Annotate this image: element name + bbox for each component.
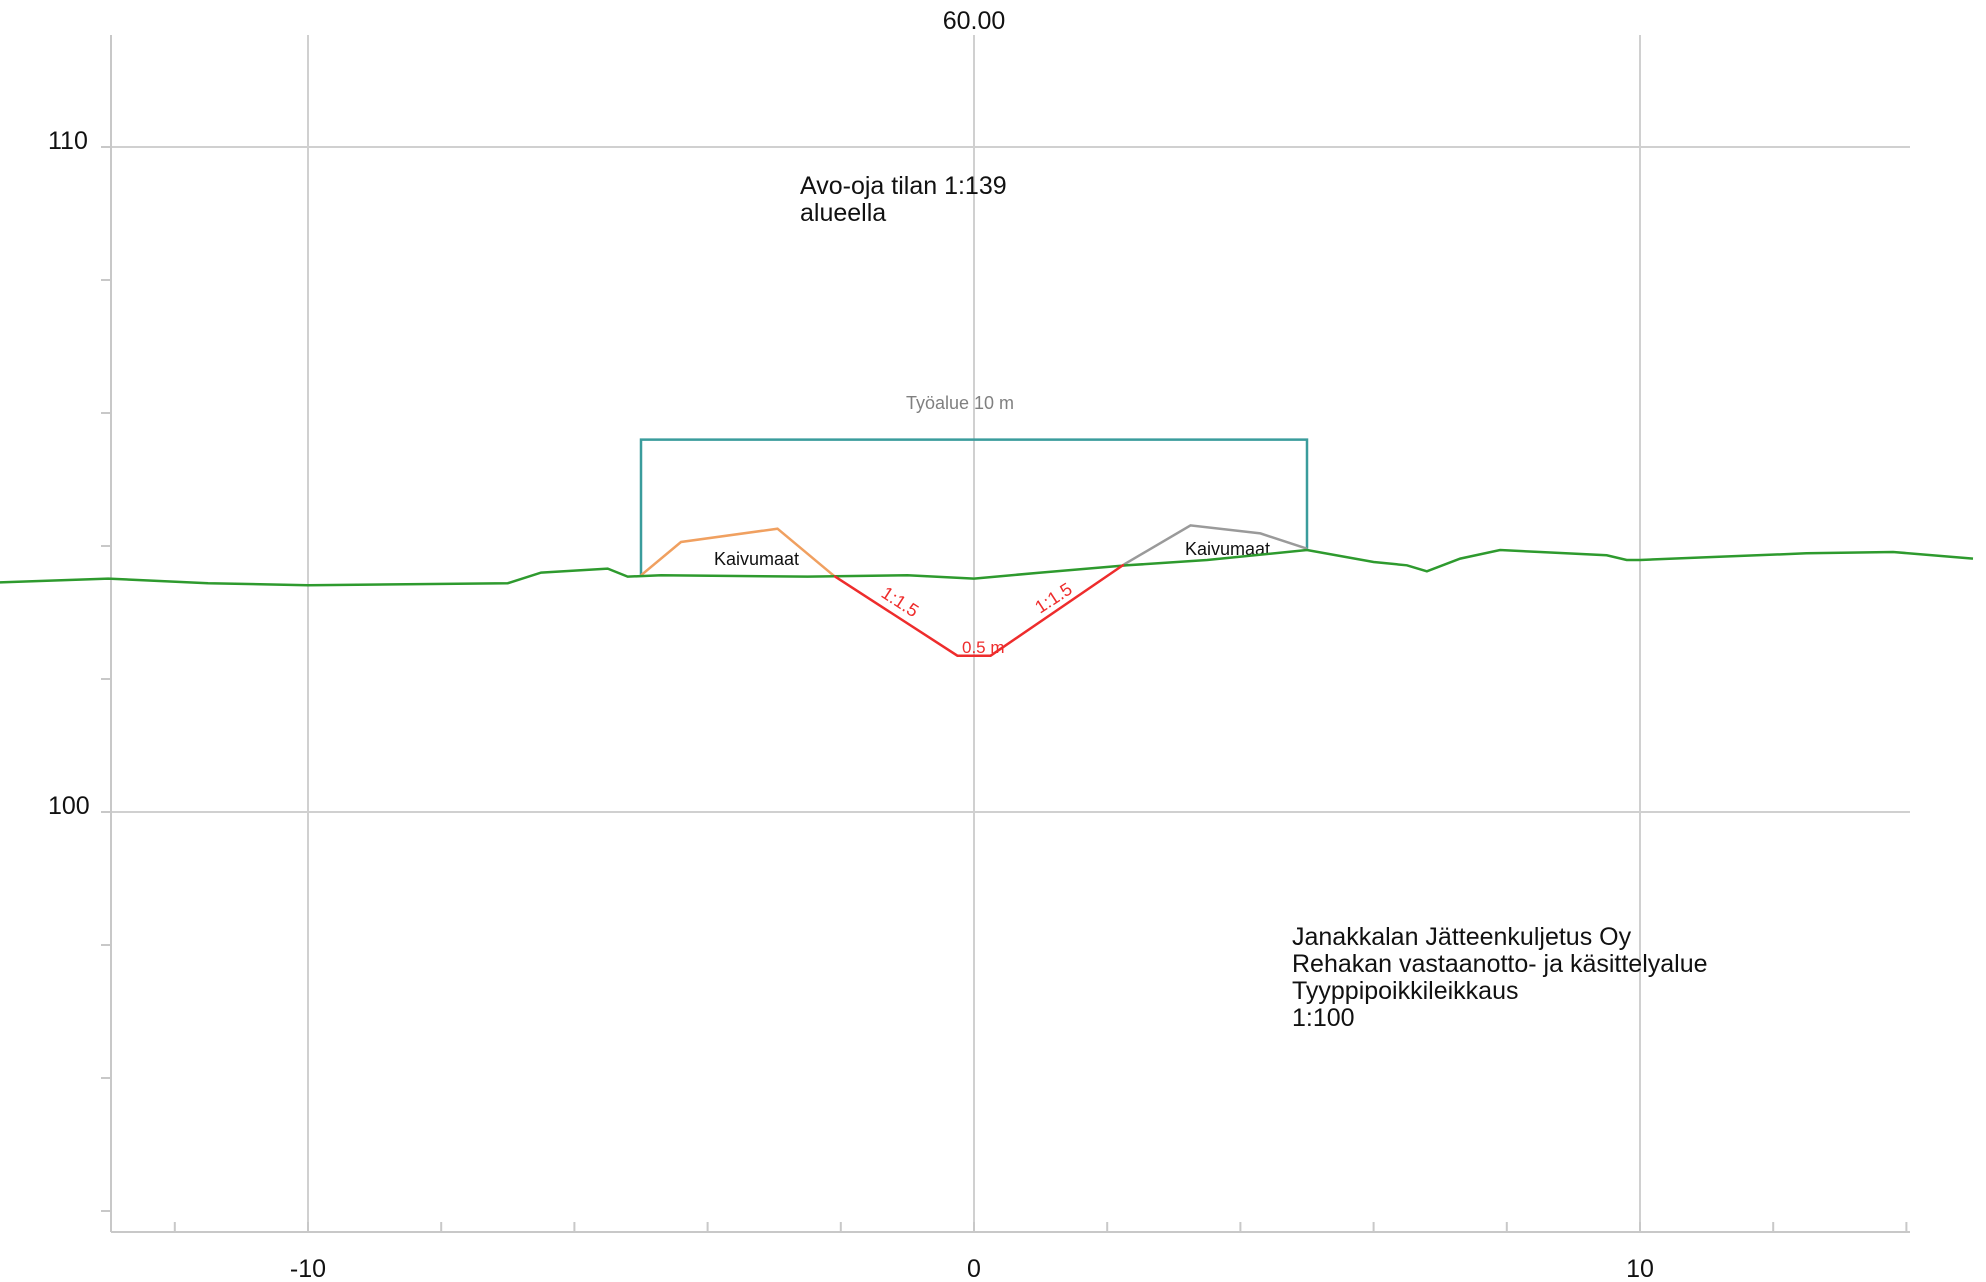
y-tick-label-100: 100	[48, 792, 90, 820]
x-tick-label-minus10: -10	[290, 1255, 326, 1282]
y-tick-label-110: 110	[48, 127, 88, 155]
spoil-pile-left	[640, 527, 835, 577]
ditch-profile	[833, 563, 1125, 657]
title-line2: Rehakan vastaanotto- ja käsittelyalue	[1292, 950, 1708, 978]
y-axis-ticks	[101, 146, 111, 1212]
top-note-line2: alueella	[800, 199, 886, 227]
spoil-right-label: Kaivumaat	[1185, 539, 1270, 559]
station-label: 60.00	[943, 7, 1006, 35]
x-axis-ticks	[173, 1222, 1908, 1232]
work-area-label: Työalue 10 m	[906, 393, 1014, 413]
spoil-pile-right	[1123, 524, 1308, 566]
ditch-bottom-width-label: 0.5 m	[962, 638, 1005, 657]
top-note-line1: Avo-oja tilan 1:139	[800, 172, 1007, 200]
tick-labels: 110 100 -10 0 10	[48, 127, 1654, 1282]
title-line3: Tyyppipoikkileikkaus	[1292, 977, 1519, 1005]
title-line1: Janakkalan Jätteenkuljetus Oy	[1292, 923, 1632, 951]
work-area-outline	[639, 438, 1309, 576]
x-tick-label-0: 0	[967, 1255, 981, 1282]
title-line4: 1:100	[1292, 1004, 1355, 1032]
x-tick-label-10: 10	[1626, 1255, 1654, 1282]
ditch-slope-left-label: 1:1.5	[878, 583, 922, 622]
ground-line	[0, 548, 1974, 587]
axes	[101, 35, 1910, 1233]
grid-lines	[111, 35, 1910, 1230]
spoil-left-label: Kaivumaat	[714, 549, 799, 569]
